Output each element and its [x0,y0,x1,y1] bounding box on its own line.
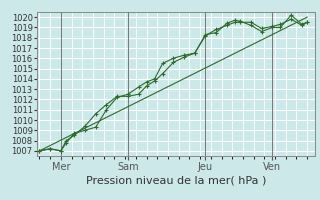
X-axis label: Pression niveau de la mer( hPa ): Pression niveau de la mer( hPa ) [86,176,266,186]
